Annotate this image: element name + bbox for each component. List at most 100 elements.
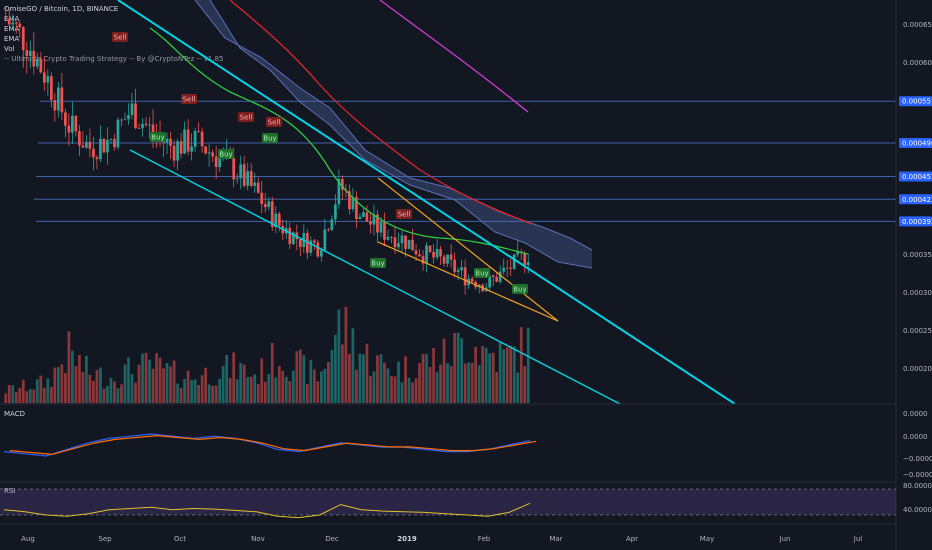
buy-signal-label: Buy [263,135,276,143]
indicator-ema-3[interactable]: EMA [4,35,20,43]
volume-bar [239,362,243,403]
candle-body [7,18,11,25]
candle-body [53,100,57,111]
volume-bar [432,348,435,403]
volume-bar [453,332,456,403]
volume-bar [267,374,271,403]
ema-mid-line [229,0,533,225]
indicator-ema-1[interactable]: EMA [4,15,20,23]
volume-bar [435,372,439,403]
volume-bar [281,370,285,403]
macd-tick-label: −0.0000 [903,455,932,463]
volume-bar [414,378,418,403]
candle-body [393,237,397,248]
candle-body [263,203,267,208]
macd-tick-label: 0.0000 [903,433,928,441]
macd-pane-title: MACD [4,410,25,418]
indicator-vol[interactable]: Vol [4,45,15,53]
volume-bar [116,388,120,403]
volume-bar [446,363,449,403]
volume-bar [225,355,229,403]
candle-body [235,178,239,180]
candle-body [28,50,32,56]
candle-body [32,50,36,67]
volume-bar [277,365,281,403]
candle-body [246,171,250,186]
candle-body [64,112,67,126]
volume-bar [270,343,274,403]
candle-body [512,254,516,269]
rsi-band [0,489,896,515]
ema-slow-line [379,0,529,113]
price-level-tag [899,171,932,182]
rsi-tick-label: 40.0000 [903,506,932,514]
candle-body [316,242,320,257]
candle-body [85,141,88,148]
symbol-title[interactable]: OmiseGO / Bitcoin, 1D, BINANCE [4,5,119,13]
volume-bar [109,377,113,403]
candle-body [509,267,513,269]
time-axis-label: Jul [853,535,863,543]
candle-body [242,164,246,186]
time-axis-label: Oct [174,535,186,543]
candle-body [526,262,530,266]
buy-signal-label: Buy [219,151,232,159]
cloud-lower-edge [209,0,593,269]
candle-body [39,58,43,73]
candle-body [495,276,499,282]
candle-body [502,267,506,272]
sell-signal-label: Sell [183,96,196,104]
volume-bar [404,356,407,403]
indicator-ema-2[interactable]: EMA [4,25,20,33]
volume-bar [348,353,351,403]
volume-bar [49,386,53,403]
volume-bar [42,387,46,403]
volume-bar [477,365,481,403]
candle-body [260,192,264,204]
candle-body [456,270,460,272]
volume-bar [425,353,428,403]
candle-body [305,233,309,253]
buy-signal-box [474,268,490,278]
candle-body [411,239,414,251]
candle-body [298,239,302,247]
volume-bar [28,389,32,403]
candle-body [407,239,411,249]
candle-body [81,145,85,148]
candle-body [113,139,116,148]
volume-bar [274,377,278,403]
candle-body [453,259,456,272]
candle-body [25,50,29,56]
candle-body [397,243,400,248]
candle-body [288,228,292,245]
indicator-strategy[interactable]: -- Ultimate Crypto Trading Strategy -- B… [4,55,224,63]
volume-bar [155,353,158,403]
volume-bar [449,365,453,403]
candle-body [386,236,390,240]
candle-body [211,152,214,157]
volume-bar [137,364,141,403]
candle-body [183,129,186,154]
volume-bar [330,349,334,403]
volume-bar [509,345,513,403]
candle-body [355,197,358,220]
volume-bar [190,380,193,403]
candle-body [123,119,127,121]
candle-body [323,229,327,251]
volume-bar [484,347,488,403]
buy-signal-box [512,284,528,294]
volume-bar [228,378,232,403]
candle-body [169,138,172,146]
candle-body [144,123,148,125]
volume-bar [505,347,509,403]
volume-bar [232,352,236,403]
volume-bar [60,364,64,403]
volume-bar [256,384,260,403]
volume-bar [85,355,88,403]
lower-trendline [129,149,621,405]
candle-body [99,138,102,160]
candle-body [42,72,46,83]
candle-body [207,152,211,154]
volume-bar [214,385,218,403]
